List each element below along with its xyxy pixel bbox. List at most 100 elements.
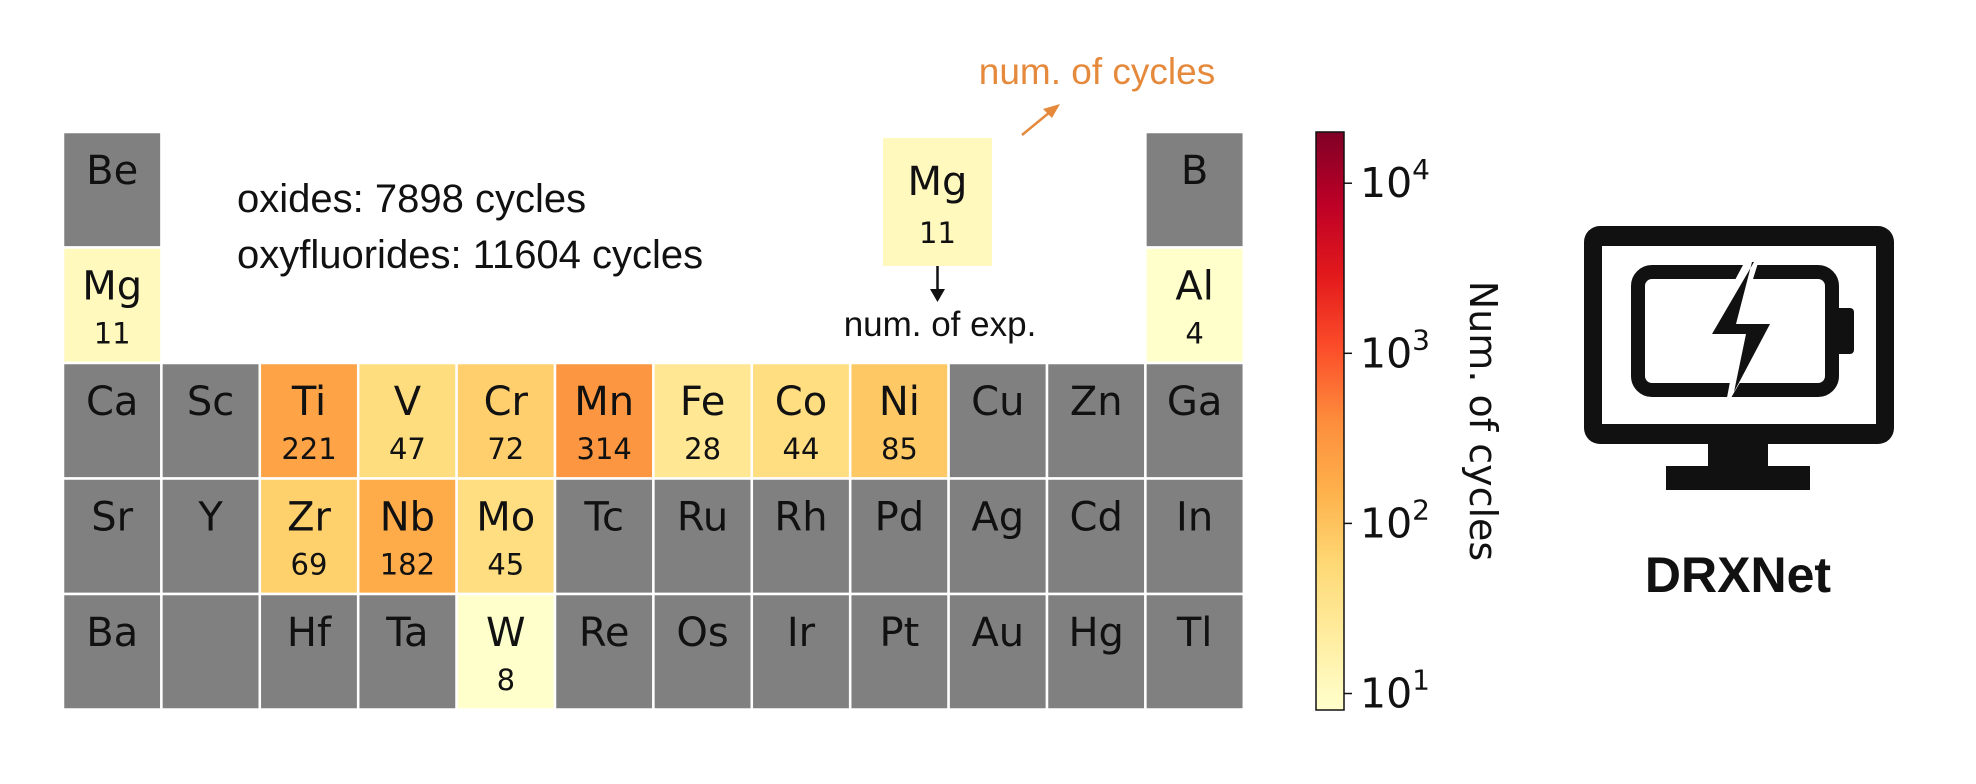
- element-count: 47: [389, 432, 426, 466]
- element-cell-Ru: Ru: [652, 477, 754, 596]
- element-cell-bg: [848, 361, 950, 480]
- annotation-oxyfluorides: oxyfluorides: 11604 cycles: [237, 233, 703, 277]
- element-cell-bg: [1144, 246, 1246, 365]
- element-cell-bg: [1144, 361, 1246, 480]
- element-cell-V: V 47: [356, 361, 458, 480]
- element-cell-Zr: Zr 69: [258, 477, 360, 596]
- arrow-diagonal-icon: [1021, 111, 1051, 136]
- element-cell-B: B: [1144, 130, 1246, 249]
- element-count: 44: [783, 432, 820, 466]
- element-cell-bg: [652, 592, 754, 711]
- element-cell-Os: Os: [652, 592, 754, 711]
- element-cell-bg: [1144, 477, 1246, 596]
- element-cell-Hf: Hf: [258, 592, 360, 711]
- element-cell-Al: Al 4: [1144, 246, 1246, 365]
- element-cell-bg: [61, 361, 163, 480]
- element-cell-bg: [61, 130, 163, 249]
- element-symbol: Sc: [187, 379, 234, 425]
- element-count: 4: [1185, 317, 1203, 351]
- element-count: 221: [281, 432, 336, 466]
- element-symbol: Mn: [574, 379, 634, 425]
- brand-name: DRXNet: [1645, 547, 1831, 603]
- element-cell-Cu: Cu: [947, 361, 1049, 480]
- element-symbol: Sr: [91, 495, 133, 541]
- element-count: 72: [487, 432, 524, 466]
- element-symbol: Be: [86, 148, 138, 194]
- element-cell-Mo: Mo 45: [455, 477, 557, 596]
- element-count: 85: [881, 432, 918, 466]
- colorbar-tick-label: 101: [1360, 664, 1430, 718]
- element-cell-bg: [1045, 477, 1147, 596]
- element-symbol: Tl: [1176, 610, 1213, 656]
- element-cell-bg: [356, 477, 458, 596]
- colorbar-tick-label: 104: [1360, 153, 1430, 207]
- element-cell-Tc: Tc: [553, 477, 655, 596]
- element-symbol: V: [394, 379, 422, 425]
- element-cell-bg: [1144, 592, 1246, 711]
- element-cell-bg: [61, 592, 163, 711]
- element-symbol: Zr: [287, 495, 331, 541]
- arrow-diagonal-head-icon: [1043, 104, 1060, 118]
- element-count: 45: [487, 548, 524, 582]
- legend-example-symbol: Mg: [908, 159, 968, 205]
- element-symbol: Hf: [287, 610, 332, 656]
- element-cell-bg: [160, 592, 262, 711]
- element-cell-Be: Be: [61, 130, 163, 249]
- element-symbol: Mg: [82, 264, 142, 310]
- element-cell-Fe: Fe 28: [652, 361, 754, 480]
- element-cell-bg: [455, 361, 557, 480]
- element-cell-Ni: Ni 85: [848, 361, 950, 480]
- element-symbol: Ta: [385, 610, 428, 656]
- element-cell-Sc: Sc: [160, 361, 262, 480]
- legend-example-count: 11: [919, 216, 956, 250]
- element-symbol: Y: [197, 495, 223, 541]
- legend-example: Mg 11 num. of exp. num. of cycles: [844, 51, 1216, 344]
- element-cell-bg: [258, 592, 360, 711]
- colorbar-ticks: 101 102 103 104: [1344, 153, 1430, 718]
- element-symbol: Ca: [86, 379, 138, 425]
- element-cell-bg: [750, 592, 852, 711]
- element-count: 314: [577, 432, 632, 466]
- element-symbol: Cr: [484, 379, 529, 425]
- element-symbol: Ga: [1167, 379, 1223, 425]
- element-symbol: Ba: [86, 610, 138, 656]
- element-symbol: Pt: [879, 610, 919, 656]
- periodic-table: Be B Mg 11 Al 4 Ca Sc Ti 221 V 47 Cr 72 Mn 314 Fe 28 Co 44 N…: [61, 130, 1246, 711]
- element-cell-bg: [1045, 592, 1147, 711]
- element-symbol: B: [1181, 148, 1208, 194]
- element-cell-Ir: Ir: [750, 592, 852, 711]
- element-cell-Mn: Mn 314: [553, 361, 655, 480]
- element-cell-bg: [947, 477, 1049, 596]
- legend-cycles-label: num. of cycles: [979, 51, 1215, 92]
- element-count: 69: [291, 548, 328, 582]
- element-cell-Ag: Ag: [947, 477, 1049, 596]
- element-cell-Nb: Nb 182: [356, 477, 458, 596]
- element-count: 28: [684, 432, 721, 466]
- colorbar: 101 102 103 104 Num. of cycles: [1315, 131, 1505, 718]
- element-symbol: Mo: [476, 495, 535, 541]
- element-cell-Pd: Pd: [848, 477, 950, 596]
- element-symbol: Cu: [971, 379, 1024, 425]
- element-cell-empty: [160, 592, 262, 711]
- element-cell-Co: Co 44: [750, 361, 852, 480]
- element-symbol: Co: [775, 379, 827, 425]
- element-symbol: Al: [1175, 264, 1213, 310]
- element-symbol: Tc: [583, 495, 624, 541]
- element-symbol: Ni: [879, 379, 920, 425]
- legend-exp-label: num. of exp.: [844, 305, 1037, 344]
- element-cell-Ba: Ba: [61, 592, 163, 711]
- annotation-oxides: oxides: 7898 cycles: [237, 177, 586, 221]
- element-cell-Pt: Pt: [848, 592, 950, 711]
- element-cell-bg: [553, 477, 655, 596]
- element-cell-Cd: Cd: [1045, 477, 1147, 596]
- element-cell-Ca: Ca: [61, 361, 163, 480]
- element-symbol: Au: [971, 610, 1024, 656]
- monitor-battery-icon: [1584, 226, 1894, 490]
- element-cell-bg: [848, 592, 950, 711]
- element-cell-Ti: Ti 221: [258, 361, 360, 480]
- element-count: 11: [94, 317, 131, 351]
- element-cell-Zn: Zn: [1045, 361, 1147, 480]
- element-cell-Hg: Hg: [1045, 592, 1147, 711]
- element-cell-Mg: Mg 11: [61, 246, 163, 365]
- element-symbol: Re: [579, 610, 630, 656]
